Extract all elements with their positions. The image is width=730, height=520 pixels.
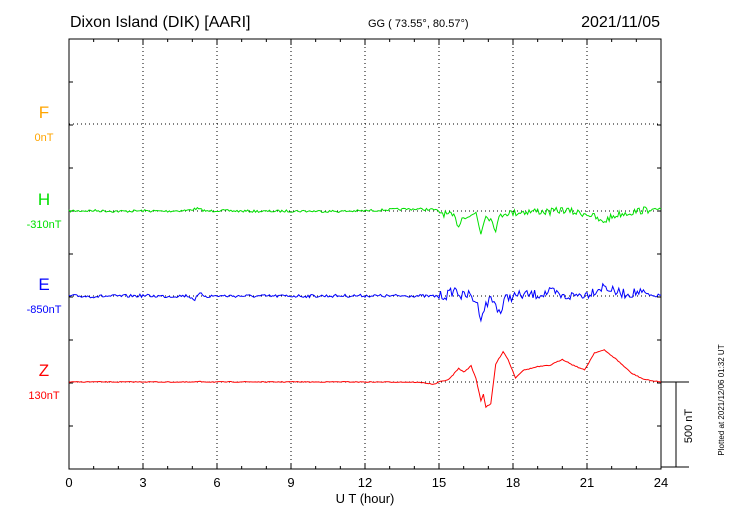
traces — [68, 206, 662, 409]
series-name-H: H — [38, 190, 50, 209]
x-tick-label: 9 — [287, 475, 294, 490]
x-tick-label: 3 — [139, 475, 146, 490]
grid — [69, 39, 661, 469]
x-tick-label: 24 — [654, 475, 668, 490]
x-tick-label: 21 — [580, 475, 594, 490]
series-offset-Z: 130nT — [28, 390, 59, 402]
series-offset-F: 0nT — [35, 132, 54, 144]
x-axis: 0 3 6 9 12 15 18 21 24 — [65, 38, 668, 490]
series-name-E: E — [38, 275, 49, 294]
series-name-F: F — [39, 103, 49, 122]
trace-Z — [69, 349, 662, 409]
plotted-at-note: Plotted at 2021/12/06 01:32 UT — [717, 344, 726, 455]
plot-date: 2021/11/05 — [581, 14, 660, 31]
series-name-Z: Z — [39, 361, 49, 380]
series-offset-H: -310nT — [27, 219, 62, 231]
station-title: Dixon Island (DIK) [AARI] — [70, 14, 251, 31]
x-tick-label: 6 — [213, 475, 220, 490]
station-coords: GG ( 73.55°, 80.57°) — [368, 18, 469, 30]
scale-bar-label: 500 nT — [683, 409, 695, 444]
series-offset-E: -850nT — [27, 304, 62, 316]
trace-E — [68, 282, 661, 323]
x-tick-label: 15 — [432, 475, 446, 490]
x-tick-label: 18 — [506, 475, 520, 490]
x-tick-label: 12 — [358, 475, 372, 490]
x-axis-label: U T (hour) — [336, 491, 395, 506]
trace-H — [68, 206, 662, 235]
scale-bar: 500 nT — [661, 381, 695, 468]
series-labels: F 0nT H -310nT E -850nT Z 130nT — [27, 103, 62, 402]
x-tick-label: 0 — [65, 475, 72, 490]
